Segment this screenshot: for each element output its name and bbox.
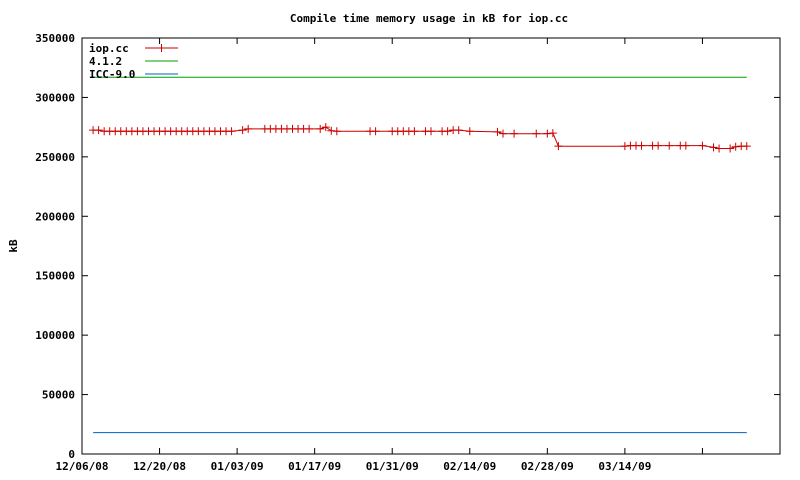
data-point-marker bbox=[238, 126, 247, 135]
data-point-marker bbox=[94, 126, 103, 135]
legend-label: iop.cc bbox=[89, 42, 129, 55]
data-point-marker bbox=[510, 129, 519, 138]
data-point-marker bbox=[665, 141, 674, 150]
y-tick-label: 0 bbox=[68, 448, 75, 461]
legend-label: 4.1.2 bbox=[89, 55, 122, 68]
x-tick-label: 01/17/09 bbox=[288, 460, 341, 473]
data-point-marker bbox=[543, 129, 552, 138]
data-point-marker bbox=[316, 124, 325, 133]
data-point-marker bbox=[698, 141, 707, 150]
data-point-marker bbox=[554, 142, 563, 151]
data-point-marker bbox=[709, 143, 718, 152]
data-point-marker bbox=[681, 141, 690, 150]
data-point-marker bbox=[454, 126, 463, 135]
y-axis-label: kB bbox=[7, 239, 20, 253]
y-tick-label: 250000 bbox=[35, 151, 75, 164]
y-tick-label: 350000 bbox=[35, 32, 75, 45]
data-point-marker bbox=[654, 141, 663, 150]
x-ticks: 12/06/08 12/20/08 01/03/09 01/17/09 01/31/09… bbox=[56, 38, 703, 473]
x-tick-label: 01/03/09 bbox=[211, 460, 264, 473]
data-point-marker bbox=[227, 127, 236, 136]
y-tick-label: 300000 bbox=[35, 91, 75, 104]
data-point-marker bbox=[443, 127, 452, 136]
x-tick-label: 12/20/08 bbox=[133, 460, 186, 473]
y-tick-label: 150000 bbox=[35, 270, 75, 283]
data-point-marker bbox=[465, 127, 474, 136]
data-point-marker bbox=[715, 144, 724, 153]
data-point-marker bbox=[321, 123, 330, 132]
data-point-marker bbox=[410, 127, 419, 136]
plot-frame bbox=[81, 37, 781, 455]
data-point-marker bbox=[305, 124, 314, 133]
data-point-marker bbox=[332, 127, 341, 136]
data-point-marker bbox=[637, 141, 646, 150]
data-point-marker bbox=[244, 124, 253, 133]
x-tick-label: 02/14/09 bbox=[443, 460, 496, 473]
y-tick-label: 50000 bbox=[42, 389, 75, 402]
data-point-marker bbox=[499, 129, 508, 138]
data-point-marker bbox=[742, 142, 751, 151]
data-point-marker bbox=[548, 129, 557, 138]
data-point-marker bbox=[620, 142, 629, 151]
data-point-marker bbox=[532, 129, 541, 138]
x-tick-label: 12/06/08 bbox=[56, 460, 109, 473]
data-point-marker bbox=[371, 127, 380, 136]
x-tick-label: 01/31/09 bbox=[366, 460, 419, 473]
x-tick-label: 03/14/09 bbox=[598, 460, 651, 473]
data-point-marker bbox=[493, 127, 502, 136]
series-layer bbox=[89, 76, 751, 434]
data-point-marker bbox=[731, 142, 740, 151]
chart-title: Compile time memory usage in kB for iop.… bbox=[290, 12, 568, 25]
y-tick-label: 100000 bbox=[35, 329, 75, 342]
data-point-marker bbox=[726, 144, 735, 153]
data-point-marker bbox=[327, 126, 336, 135]
legend-label: ICC-9.0 bbox=[89, 68, 135, 81]
y-ticks: 0 50000 100000 150000 200000 250000 300000 3500… bbox=[35, 32, 780, 461]
y-tick-label: 200000 bbox=[35, 210, 75, 223]
x-tick-label: 02/28/09 bbox=[521, 460, 574, 473]
data-point-marker bbox=[427, 127, 435, 136]
